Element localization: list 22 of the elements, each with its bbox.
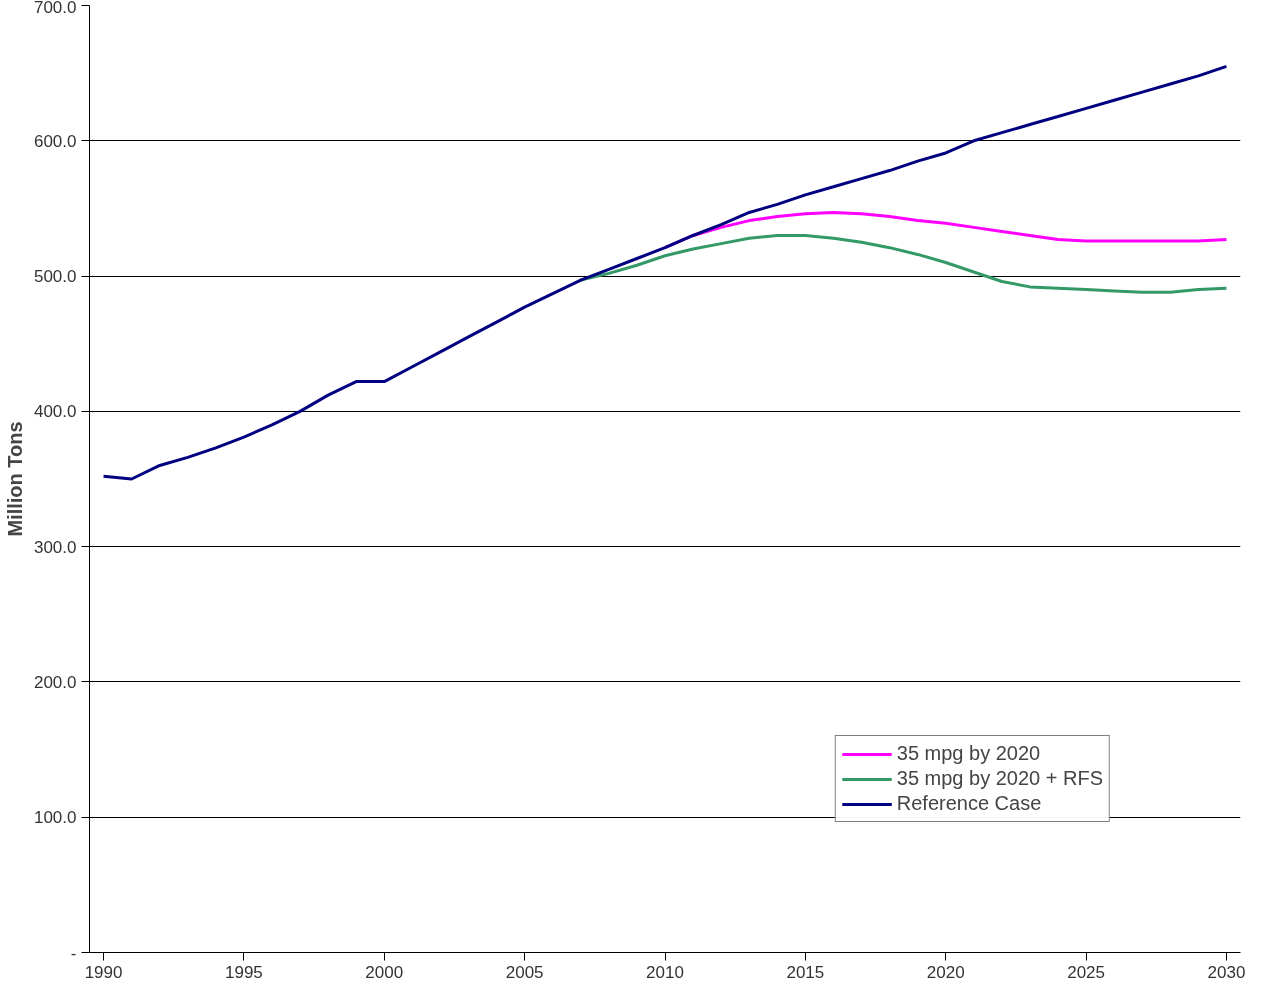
x-tick-label: 1995 (224, 962, 263, 982)
x-tick-label: 2020 (926, 962, 965, 982)
x-tick-label: 2005 (505, 962, 544, 982)
legend-label: 35 mpg by 2020 (896, 742, 1041, 765)
y-tick-label: 500.0 (33, 267, 77, 287)
x-tick-label: 2000 (365, 962, 404, 982)
y-tick-label: 600.0 (33, 131, 77, 151)
x-tick-label: 2025 (1067, 962, 1106, 982)
y-tick-label: 200.0 (33, 672, 77, 692)
y-tick-label: 700.0 (33, 0, 77, 17)
y-tick-label: 300.0 (33, 537, 77, 557)
x-tick-label: 1990 (84, 962, 123, 982)
x-tick-label: 2030 (1207, 962, 1246, 982)
x-tick-label: 2015 (786, 962, 825, 982)
y-axis-title: Million Tons (3, 421, 26, 537)
line-series (102, 64, 1228, 481)
legend-label: 35 mpg by 2020 + RFS (896, 767, 1103, 790)
y-tick-label: 100.0 (33, 808, 77, 828)
x-tick-label: 2010 (646, 962, 684, 982)
y-tick-label: - (70, 943, 77, 963)
legend-label: Reference Case (896, 792, 1042, 815)
y-tick-label: 400.0 (33, 402, 77, 422)
